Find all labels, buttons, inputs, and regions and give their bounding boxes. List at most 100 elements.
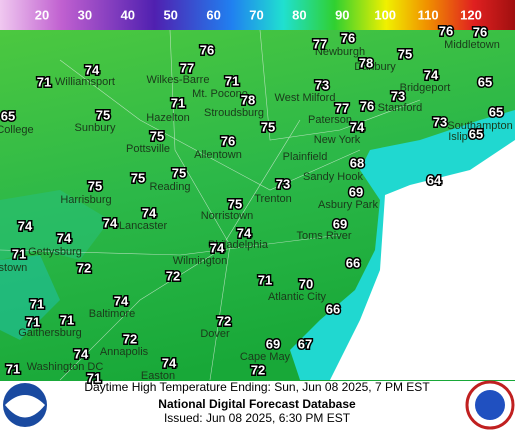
city-name: Wilkes-Barre [147,74,210,86]
city-name: Middletown [444,39,500,51]
temperature-label: 77 [335,100,349,115]
footer-title: Daytime High Temperature Ending: Sun, Ju… [84,380,430,394]
temperature-label: 71 [60,312,74,327]
legend-label: 80 [292,7,306,22]
temperature-label: 71 [258,272,272,287]
legend-label: 100 [374,7,396,22]
temperature-label: 75 [150,128,164,143]
temperature-label: 69 [333,216,347,231]
city-name: Bridgeport [400,82,451,94]
temperature-label: 71 [225,73,239,88]
temperature-label: 71 [6,361,20,376]
city-name: West Milford [275,92,336,104]
temperature-label: 73 [315,77,329,92]
temperature-label: 76 [341,30,355,45]
temperature-label: 74 [350,119,365,134]
temperature-label: 71 [171,95,185,110]
temperature-label: 72 [251,362,265,377]
temperature-label: 74 [114,293,129,308]
city-name: Dover [200,328,230,340]
city-name: Williamsport [55,76,115,88]
city-name: Newburgh [315,46,365,58]
temperature-label: 71 [12,246,26,261]
temperature-label: 70 [299,276,313,291]
temperature-label: 71 [26,314,40,329]
city-name: Sunbury [75,122,116,134]
temperature-label: 74 [57,230,72,245]
city-name: Asbury Park [318,199,378,211]
temperature-label: 72 [166,268,180,283]
temperature-label: 75 [88,178,102,193]
temperature-label: 67 [298,336,312,351]
nws-logo [465,380,515,430]
city-name: College [0,124,34,136]
temperature-label: 69 [266,336,280,351]
city-name: Toms River [296,230,351,242]
temperature-label: 78 [241,92,255,107]
city-name: Plainfield [283,151,328,163]
nws-center [475,390,505,420]
legend-label: 90 [335,7,349,22]
city-name: Paterson [308,114,352,126]
temperature-label: 64 [427,172,442,187]
legend-label: 50 [163,7,177,22]
temperature-label: 74 [103,215,118,230]
outside-area [330,140,515,380]
city-name: Reading [150,181,191,193]
temperature-label: 66 [346,255,360,270]
temperature-label: 76 [200,42,214,57]
temperature-label: 75 [96,107,110,122]
temperature-label: 65 [1,108,15,123]
city-name: Pottsville [126,143,170,155]
temperature-label: 76 [473,24,487,39]
temperature-label: 73 [391,88,405,103]
temperature-label: 75 [131,170,145,185]
temperature-label: 71 [37,74,51,89]
city-name: Islip [448,131,468,143]
temperature-label: 66 [326,301,340,316]
temperature-label: 75 [172,165,186,180]
legend-label: 30 [78,7,92,22]
city-name: New York [314,134,361,146]
temperature-label: 76 [439,23,453,38]
temperature-label: 75 [261,119,275,134]
city-name: Wilmington [173,255,227,267]
temperature-label: 73 [276,176,290,191]
city-name: Philadelphia [208,239,269,251]
city-name: Allentown [194,149,242,161]
roads [0,29,421,381]
temperature-label: 77 [313,36,327,51]
city-name: Trenton [254,193,292,205]
city-layer: Newburgh Middletown Danbury Williamsport Wil… [0,39,513,382]
legend-bar [0,0,515,30]
temperature-label: 74 [85,62,100,77]
city-name: Cape May [240,351,291,363]
city-name: Easton [141,370,175,382]
temperature-label: 65 [469,126,483,141]
temperature-label: 69 [349,184,363,199]
city-name: Stroudsburg [204,107,264,119]
legend-label: 110 [418,7,439,22]
temperature-label: 71 [30,296,44,311]
city-name: Annapolis [100,346,149,358]
temperature-label: 72 [77,260,91,275]
cool-zone [0,255,60,340]
city-name: Mt. Pocono [192,88,248,100]
warm-zone [0,190,110,260]
noaa-logo [3,383,47,427]
temperature-label: 75 [398,46,412,61]
footer-database: National Digital Forecast Database [158,397,356,411]
temperature-label: 74 [74,346,89,361]
legend-label: 60 [206,7,220,22]
temperature-label: 73 [433,114,447,129]
city-name: erstown [0,262,27,274]
city-name: Gaithersburg [18,327,82,339]
temperature-label: 71 [87,370,101,385]
city-name: Norristown [201,210,254,222]
city-name: Washington DC [27,361,104,373]
temperature-label: 77 [180,60,194,75]
temperature-label: 74 [142,205,157,220]
temperature-label: 76 [360,98,374,113]
temperature-label: 72 [123,331,137,346]
